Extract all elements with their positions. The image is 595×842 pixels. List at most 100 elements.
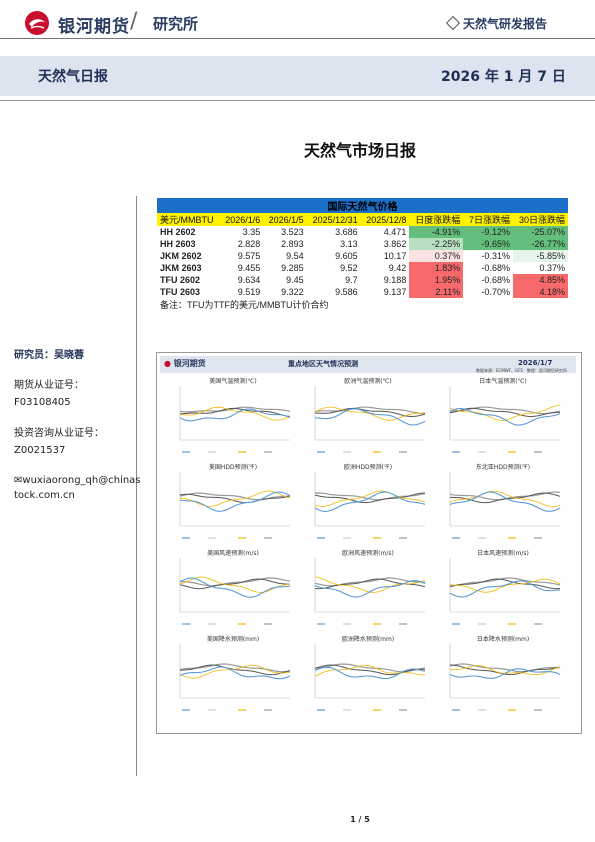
forecast-chart-plot bbox=[314, 558, 426, 625]
table-cell: 9.586 bbox=[335, 287, 358, 297]
table-header: 美元/MMBTU bbox=[157, 213, 220, 226]
researcher-name: 研究员：吴晓蓉 bbox=[14, 350, 84, 361]
table-cell: 10.17 bbox=[383, 251, 407, 261]
table-row: HH 2602 3.35 3.523 3.686 4.471 -4.91% -9.12% -2… bbox=[157, 226, 568, 238]
table-header: 2026/1/5 bbox=[263, 213, 307, 226]
table-cell: 2.893 bbox=[281, 239, 304, 249]
forecast-series-line bbox=[179, 406, 291, 421]
table-header: 30日涨跌幅 bbox=[512, 213, 568, 226]
panel-subtitle: 数据来源：ECMWF、GFS 整理：银河期货研究所 bbox=[476, 368, 567, 373]
forecast-series-line bbox=[314, 664, 425, 676]
forecast-chart-plot bbox=[314, 472, 426, 539]
table-cell: -0.70% bbox=[463, 286, 513, 298]
institute-name: 研究所 bbox=[153, 15, 199, 33]
table-cell: 9.605 bbox=[335, 251, 358, 261]
table-cell: -5.85% bbox=[512, 250, 568, 262]
table-cell: 4.18% bbox=[512, 286, 568, 298]
table-cell: TFU 2603 bbox=[160, 287, 201, 297]
table-row: JKM 2603 9.455 9.285 9.52 9.42 1.83% -0.68% 0.3… bbox=[157, 262, 568, 274]
table-cell: -9.65% bbox=[463, 238, 513, 250]
forecast-chart: 日本风速预测(m/s) bbox=[438, 548, 568, 636]
table-cell: 2.11% bbox=[409, 286, 464, 298]
forecast-series-line bbox=[449, 404, 561, 421]
forecast-series-line bbox=[179, 666, 291, 680]
table-cell: HH 2603 bbox=[160, 239, 196, 249]
header-rule bbox=[0, 38, 595, 39]
sidebar-divider bbox=[136, 196, 137, 776]
forecast-series-line bbox=[449, 578, 561, 590]
forecast-chart: 美国降水预测(mm) bbox=[168, 634, 298, 722]
table-cell: JKM 2602 bbox=[160, 251, 202, 261]
table-cell: 9.7 bbox=[345, 275, 358, 285]
forecast-chart-title: 欧洲风速预测(m/s) bbox=[342, 550, 394, 557]
forecast-series-line bbox=[179, 491, 291, 512]
table-cell: JKM 2603 bbox=[160, 263, 202, 273]
forecast-series-line bbox=[314, 664, 425, 677]
email-link[interactable]: ✉wuxiaorong_qh@chinas tock.com.cn bbox=[14, 475, 141, 501]
brand-name: 银河期货 bbox=[58, 17, 130, 37]
table-note-row: 备注：TFU为TTF的美元/MMBTU计价合约 bbox=[157, 298, 568, 311]
table-cell: TFU 2602 bbox=[160, 275, 201, 285]
table-cell: 2.828 bbox=[237, 239, 261, 249]
table-cell: 3.523 bbox=[281, 227, 304, 237]
forecast-series-line bbox=[449, 407, 561, 417]
report-name: 天然气日报 bbox=[38, 69, 108, 85]
forecast-chart-plot bbox=[449, 644, 561, 711]
forecast-chart-plot bbox=[449, 386, 561, 453]
table-row: JKM 2602 9.575 9.54 9.605 10.17 0.37% -0.31% -5… bbox=[157, 250, 568, 262]
forecast-series-line bbox=[450, 492, 561, 504]
price-table: 国际天然气价格 美元/MMBTU 2026/1/6 2026/1/5 2025/… bbox=[157, 198, 568, 311]
forecast-chart-title: 欧洲降水预测(mm) bbox=[341, 636, 395, 643]
title-band bbox=[0, 56, 595, 96]
table-cell: HH 2602 bbox=[160, 227, 196, 237]
header-divider: / bbox=[130, 9, 138, 34]
forecast-series-line bbox=[449, 664, 561, 676]
table-cell: 4.85% bbox=[512, 274, 568, 286]
advisor-cert-label: 投资咨询从业证号： bbox=[14, 428, 104, 439]
report-date: 2026 年 1 月 7 日 bbox=[441, 69, 566, 85]
table-cell: 3.862 bbox=[383, 239, 407, 249]
advisor-cert: Z0021537 bbox=[14, 445, 66, 456]
forecast-chart-plot bbox=[449, 472, 561, 539]
band-rule bbox=[0, 100, 595, 101]
forecast-chart-title: 美国气温预测(℃) bbox=[209, 378, 257, 385]
table-cell: 3.35 bbox=[242, 227, 261, 237]
forecast-series-line bbox=[449, 578, 561, 593]
forecast-series-line bbox=[449, 580, 561, 598]
forecast-chart: 东北亚HDD预测(℉) bbox=[438, 462, 568, 550]
table-header: 2025/12/8 bbox=[360, 213, 410, 226]
forecast-series-line bbox=[449, 408, 561, 426]
table-header: 日度涨跌幅 bbox=[409, 213, 464, 226]
table-cell: 9.285 bbox=[281, 263, 304, 273]
report-type: 天然气研发报告 bbox=[463, 17, 548, 31]
forecast-chart-plot bbox=[314, 644, 426, 711]
mail-icon: ✉ bbox=[14, 475, 23, 486]
panel-date: 2026/1/7 bbox=[518, 359, 553, 367]
table-cell: -0.68% bbox=[463, 262, 513, 274]
forecast-chart: 欧洲HDD预测(℉) bbox=[303, 462, 433, 550]
diamond-icon bbox=[445, 15, 461, 31]
forecast-series-line bbox=[314, 580, 426, 598]
table-note: 备注：TFU为TTF的美元/MMBTU计价合约 bbox=[160, 300, 329, 310]
panel-banner bbox=[160, 356, 576, 373]
table-cell: 9.137 bbox=[383, 287, 407, 297]
forecast-series-line bbox=[449, 490, 561, 507]
table-row: TFU 2602 9.634 9.45 9.7 9.188 1.95% -0.68% 4.85… bbox=[157, 274, 568, 286]
table-cell: -26.77% bbox=[512, 238, 568, 250]
forecast-chart-plot bbox=[179, 644, 291, 711]
futures-cert-label: 期货从业证号： bbox=[14, 380, 84, 391]
table-cell: -4.91% bbox=[409, 226, 464, 238]
page-number: 1 / 5 bbox=[350, 815, 370, 824]
forecast-chart-title: 美国降水预测(mm) bbox=[206, 636, 260, 643]
table-cell: 9.634 bbox=[237, 275, 261, 285]
table-cell: 9.575 bbox=[237, 251, 261, 261]
forecast-series-line bbox=[314, 492, 426, 504]
table-title: 国际天然气价格 bbox=[157, 198, 568, 213]
table-cell: 9.45 bbox=[286, 275, 304, 285]
table-cell: 0.37% bbox=[512, 262, 568, 274]
galaxy-logo-icon bbox=[25, 11, 49, 35]
forecast-series-line bbox=[314, 406, 426, 421]
forecast-series-line bbox=[179, 407, 291, 417]
forecast-chart-title: 欧洲HDD预测(℉) bbox=[343, 464, 393, 471]
forecast-chart: 美国风速预测(m/s) bbox=[168, 548, 298, 636]
